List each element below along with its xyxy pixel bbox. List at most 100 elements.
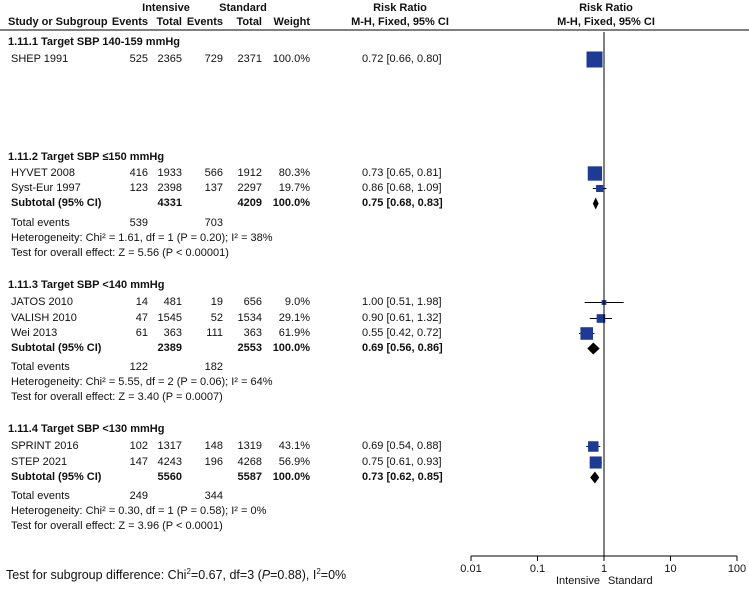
study-total1: 4243 [157,456,182,468]
subtotal-label: Subtotal (95% CI) [11,197,102,209]
x-tick-label: 10 [664,563,676,575]
footer-p: P [261,568,271,583]
heterogeneity: Heterogeneity: Chi² = 5.55, df = 2 (P = … [11,376,273,388]
study-total1: 1545 [157,312,182,324]
total-events-label: Total events [11,217,70,229]
subtotal-ci: 0.73 [0.62, 0.85] [362,471,443,483]
overall-effect: Test for overall effect: Z = 3.40 (P = 0… [11,391,223,403]
subtotal-weight: 100.0% [272,471,310,483]
header-rr-title: Risk Ratio [373,2,427,14]
study-events2: 729 [204,53,223,65]
header-plot-title: Risk Ratio [579,2,633,14]
subtotal-ci: 0.69 [0.56, 0.86] [362,342,443,354]
header-group1: Intensive [142,2,190,14]
header-total1: Total [156,16,182,28]
heterogeneity: Heterogeneity: Chi² = 1.61, df = 1 (P = … [11,232,273,244]
study-weight: 19.7% [278,182,310,194]
study-total2: 1319 [237,440,262,452]
study-ci: 0.69 [0.54, 0.88] [362,440,442,452]
study-events1: 14 [135,296,148,308]
footer-sup1: 2 [186,567,191,576]
subtotal-diamond [592,197,599,210]
subgroup-title: 1.11.3 Target SBP <140 mmHg [8,279,165,291]
study-ci: 0.90 [0.61, 1.32] [362,312,442,324]
study-total1: 363 [163,327,182,339]
total-events1: 122 [129,361,148,373]
study-square [588,441,599,452]
header-total2: Total [236,16,262,28]
footer-mid2: =0.88), I [270,568,317,583]
total-events1: 249 [129,490,148,502]
study-events1: 47 [135,312,148,324]
study-total2: 363 [243,327,262,339]
subtotal-total1: 2389 [157,342,182,354]
study-name: SHEP 1991 [11,53,69,65]
favours-right-label: Standard [608,575,653,587]
header-events2: Events [186,16,223,28]
total-events2: 344 [204,490,223,502]
study-ci: 0.86 [0.68, 1.09] [362,182,442,194]
subtotal-weight: 100.0% [272,342,310,354]
study-square [587,166,603,181]
total-events2: 182 [204,361,223,373]
study-total2: 2297 [237,182,262,194]
footer-prefix: Test for subgroup difference: Chi [6,568,187,583]
study-events2: 19 [210,296,223,308]
header-rr-method: M-H, Fixed, 95% CI [351,16,449,28]
study-name: SPRINT 2016 [11,440,79,452]
study-name: HYVET 2008 [11,167,76,179]
total-events1: 539 [129,217,148,229]
study-weight: 9.0% [284,296,310,308]
heterogeneity: Heterogeneity: Chi² = 0.30, df = 1 (P = … [11,505,267,517]
study-square [596,184,604,193]
header-study: Study or Subgroup [8,16,108,28]
study-square [586,51,603,68]
header-group2: Standard [219,2,267,14]
study-square [596,314,606,323]
overall-effect: Test for overall effect: Z = 5.56 (P < 0… [11,247,229,259]
study-events1: 123 [129,182,148,194]
study-events2: 111 [206,327,223,339]
subgroup-title: 1.11.1 Target SBP 140-159 mmHg [8,36,181,48]
subtotal-diamond [587,342,600,355]
study-total2: 1534 [237,312,262,324]
study-events2: 148 [204,440,223,452]
subtotal-weight: 100.0% [272,197,310,209]
study-ci: 0.75 [0.61, 0.93] [362,456,442,468]
subtotal-total2: 2553 [237,342,262,354]
total-events-label: Total events [11,490,70,502]
study-weight: 29.1% [278,312,310,324]
subtotal-label: Subtotal (95% CI) [11,342,102,354]
study-square [589,456,602,469]
study-name: Syst-Eur 1997 [11,182,81,194]
study-ci: 1.00 [0.51, 1.98] [362,296,442,308]
study-total1: 2398 [157,182,182,194]
study-total2: 656 [243,296,262,308]
study-weight: 100.0% [272,53,310,65]
subtotal-total1: 5560 [157,471,182,483]
subgroup-title: 1.11.4 Target SBP <130 mmHg [8,423,165,435]
study-name: JATOS 2010 [11,296,73,308]
study-total1: 481 [163,296,182,308]
study-weight: 56.9% [278,456,310,468]
header-events1: Events [111,16,148,28]
favours-left-label: Intensive [556,575,600,587]
study-total1: 1317 [157,440,182,452]
study-events2: 196 [204,456,223,468]
study-events2: 566 [204,167,223,179]
study-weight: 80.3% [278,167,310,179]
subgroup-difference-note: Test for subgroup difference: Chi2=0.67,… [6,567,346,582]
study-events1: 416 [129,167,148,179]
total-events-label: Total events [11,361,70,373]
subtotal-total1: 4331 [157,197,182,209]
study-total1: 2365 [157,53,182,65]
study-name: Wei 2013 [11,327,58,339]
x-tick-label: 0.1 [530,563,545,575]
study-name: VALISH 2010 [11,312,77,324]
subgroup-title: 1.11.2 Target SBP ≤150 mmHg [8,151,165,163]
study-events2: 52 [210,312,223,324]
header-plot-method: M-H, Fixed, 95% CI [557,16,655,28]
x-tick-label: 100 [728,563,746,575]
header-weight: Weight [273,16,310,28]
footer-suffix: =0% [320,568,347,583]
